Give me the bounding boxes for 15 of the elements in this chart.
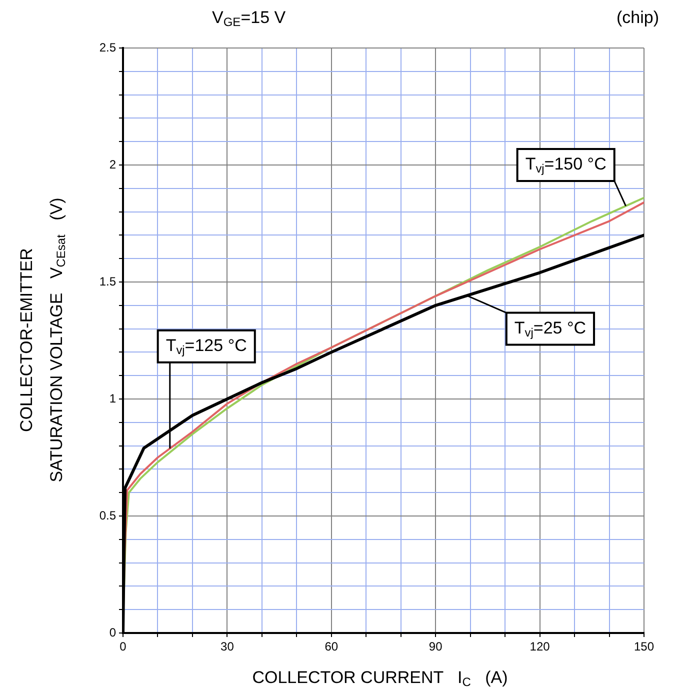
x-tick-label: 60: [324, 640, 338, 654]
x-tick-label: 30: [220, 640, 234, 654]
chart-title: V$_{GE}$=15 V: [212, 8, 286, 29]
x-tick-label: 0: [120, 640, 127, 654]
x-axis-title: COLLECTOR CURRENT I$_{C}$ (A): [251, 668, 509, 689]
x-tick-label: 120: [530, 640, 550, 654]
y-tick-label: 2: [109, 157, 116, 172]
x-tick-label: 90: [428, 640, 443, 654]
y-tick-label: 1.5: [99, 274, 116, 288]
y-tick-label: 0: [109, 625, 116, 640]
y-tick-label: 2.5: [99, 40, 116, 54]
x-tick-label: 150: [634, 640, 654, 654]
text: (chip): [616, 8, 659, 28]
y-tick-label: 0.5: [99, 508, 116, 522]
y-tick-label: 1: [109, 391, 116, 406]
